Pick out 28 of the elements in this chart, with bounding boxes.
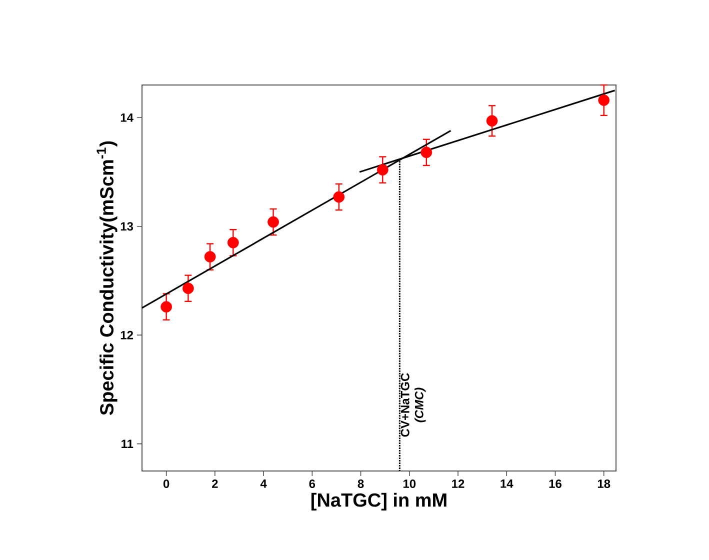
point: [204, 251, 216, 262]
x-axis-title: [NaTGC] in mM: [311, 492, 446, 511]
point: [420, 146, 432, 158]
point: [160, 301, 172, 313]
point: [182, 282, 194, 294]
x-tick-label: 10: [403, 480, 416, 488]
point: [486, 115, 498, 127]
x-tick-label: 0: [163, 480, 170, 488]
point: [227, 236, 239, 248]
point: [268, 216, 279, 228]
y-tick-label: 11: [122, 440, 134, 448]
y-axis-title: Specific Conductivity(mScm$^{-1}$): [96, 141, 118, 416]
point: [598, 94, 610, 106]
y-tick-label: 14: [120, 113, 134, 122]
x-tick-label: 12: [452, 480, 464, 488]
x-tick-label: 4: [260, 480, 267, 488]
x-tick-label: 16: [549, 480, 562, 488]
y-tick-label: 13: [120, 222, 134, 231]
x-tick-label: 6: [309, 480, 316, 488]
x-tick-label: 8: [358, 480, 364, 488]
point: [376, 164, 388, 176]
point: [333, 191, 345, 203]
x-tick-label: 2: [212, 480, 218, 488]
x-tick-label: 18: [598, 480, 610, 488]
x-tick-label: 14: [500, 480, 514, 488]
y-tick-label: 12: [120, 330, 133, 340]
ref-line-label: CV+NaTGC: [400, 373, 410, 437]
annotation: (CMC): [414, 388, 426, 422]
